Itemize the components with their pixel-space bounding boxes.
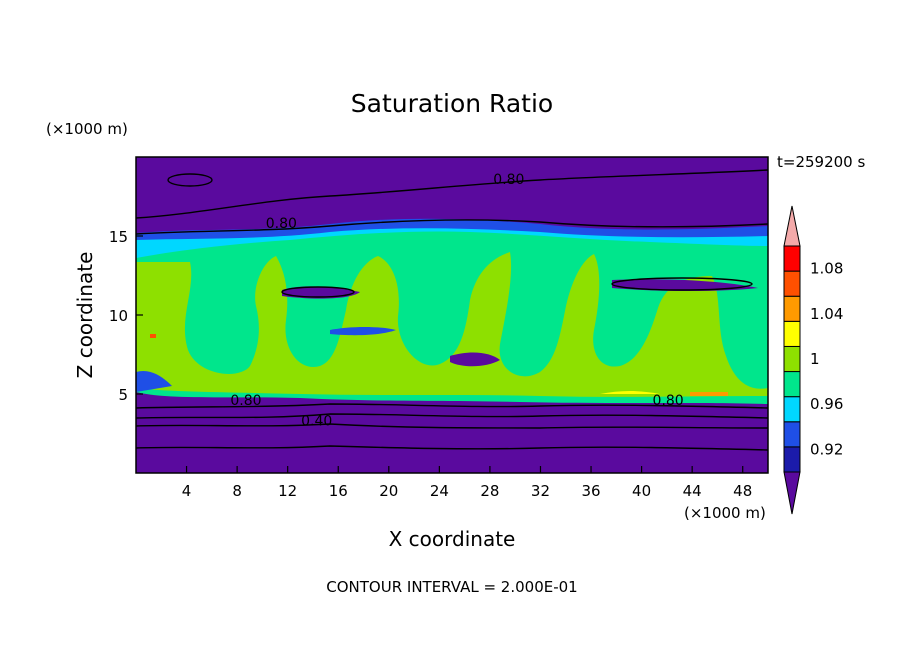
- contour-line-base-060: [135, 413, 769, 419]
- colorbar-band: [783, 446, 801, 473]
- chart-title: Saturation Ratio: [351, 89, 553, 118]
- colorbar-overflow-triangle: [783, 205, 801, 247]
- contour-label: 0.80: [230, 393, 261, 409]
- x-tick-label: 16: [329, 482, 348, 500]
- contour-loop-2: [281, 286, 355, 298]
- dry-pocket-3: [450, 352, 500, 367]
- dry-pocket-4: [330, 327, 396, 336]
- contour-line-top-080: [135, 169, 769, 219]
- colorbar-band: [783, 320, 801, 347]
- y-axis-label: Z coordinate: [73, 252, 97, 379]
- supersaturated-strip: [690, 392, 728, 396]
- colorbar-underflow-triangle: [783, 471, 801, 515]
- x-tick-label: 44: [683, 482, 702, 500]
- colorbar-band: [783, 270, 801, 297]
- x-axis: 4 8 12 16 20 24 28 32 36 40 44 48: [182, 466, 752, 500]
- dry-pocket-5: [136, 370, 172, 392]
- saturated-cell-1: [136, 252, 768, 397]
- x-tick-label: 12: [278, 482, 297, 500]
- dry-pocket-2: [612, 279, 758, 291]
- y-axis: 5 10 15: [109, 228, 143, 404]
- colorbar-band: [783, 371, 801, 398]
- x-tick-label: 28: [480, 482, 499, 500]
- contour-line-upper-080: [135, 219, 769, 235]
- x-tick-label: 48: [733, 482, 752, 500]
- contour-label: 0.80: [493, 172, 524, 188]
- colorbar-tick-label: 0.92: [810, 440, 843, 458]
- y-tick-label: 10: [109, 307, 128, 325]
- contour-line-base-020: [135, 445, 769, 451]
- x-unit-label: (×1000 m): [684, 504, 766, 522]
- contour-label: 0.40: [301, 414, 332, 430]
- x-axis-label: X coordinate: [389, 527, 516, 551]
- x-tick-label: 20: [379, 482, 398, 500]
- plot-area: 0.80 0.80 0.80 0.40 0.80: [135, 156, 769, 474]
- x-tick-label: 4: [182, 482, 192, 500]
- saturated-patch-2: [600, 391, 660, 394]
- colorbar-band: [783, 245, 801, 272]
- supersaturated-dot: [150, 334, 156, 338]
- contour-label: 0.80: [653, 393, 684, 409]
- colorbar-tick-label: 1.04: [810, 305, 843, 323]
- colorbar-band: [783, 396, 801, 423]
- contour-loop-1: [167, 173, 213, 187]
- contour-lines: [135, 169, 769, 451]
- contour-line-base-040: [135, 423, 769, 429]
- colorbar-band: [783, 295, 801, 322]
- contour-interval-label: CONTOUR INTERVAL = 2.000E-01: [326, 578, 577, 596]
- x-tick-label: 32: [531, 482, 550, 500]
- colorbar-tick-label: 1.08: [810, 260, 843, 278]
- x-tick-label: 40: [632, 482, 651, 500]
- colorbar-band: [783, 345, 801, 373]
- contour-loop-3: [611, 277, 753, 291]
- time-label: t=259200 s: [777, 153, 865, 171]
- contour-line-base-080: [135, 403, 769, 409]
- x-tick-label: 8: [232, 482, 242, 500]
- x-tick-label: 36: [581, 482, 600, 500]
- colorbar-tick-label: 1: [810, 350, 820, 368]
- colorbar-tick-label: 0.96: [810, 395, 843, 413]
- y-tick-label: 5: [118, 386, 128, 404]
- colorbar: 0.92 0.96 1 1.04 1.08: [783, 205, 843, 515]
- y-unit-label: (×1000 m): [46, 120, 128, 138]
- x-tick-label: 24: [430, 482, 449, 500]
- colorbar-band: [783, 421, 801, 448]
- y-tick-label: 15: [109, 228, 128, 246]
- contour-label: 0.80: [266, 216, 297, 232]
